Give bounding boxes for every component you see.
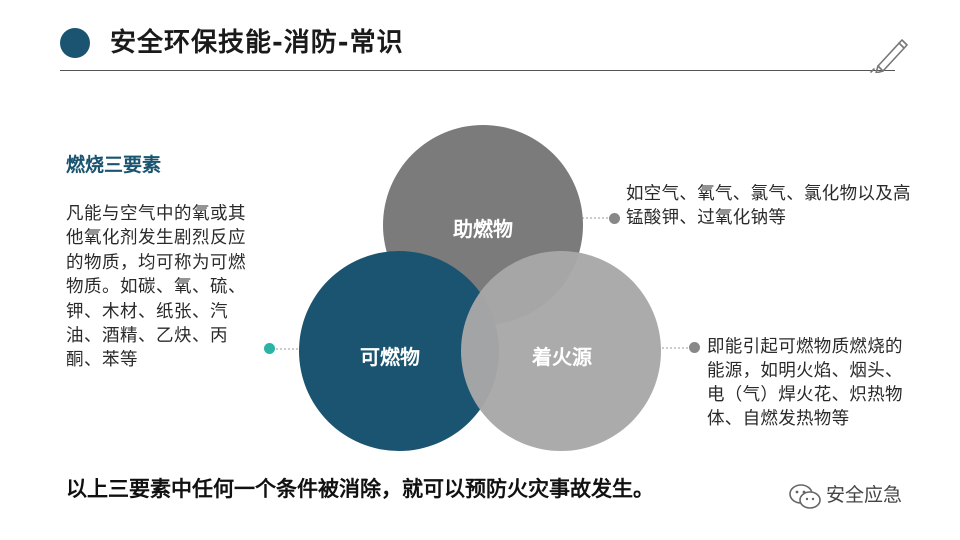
connector-dot-bottom-right [689, 342, 700, 353]
page-title: 安全环保技能-消防-常识 [110, 28, 404, 58]
circle-ignition: 着火源 [461, 251, 661, 451]
connector-bottom-right [658, 347, 692, 349]
circle-combustible-label: 可燃物 [360, 344, 420, 369]
section-heading: 燃烧三要素 [66, 154, 162, 176]
title-divider [60, 70, 895, 71]
pen-icon [870, 39, 908, 73]
connector-dot-top-right [609, 213, 620, 224]
watermark-text: 安全应急 [826, 484, 903, 506]
connector-dot-left [264, 343, 275, 354]
conclusion-text: 以上三要素中任何一个条件被消除，就可以预防火灾事故发生。 [66, 477, 654, 501]
circle-ignition-label: 着火源 [532, 344, 592, 369]
combustible-description: 凡能与空气中的氧或其他氧化剂发生剧烈反应的物质，均可称为可燃物质。如碳、氧、硫、… [66, 204, 246, 371]
title-bullet-dot [60, 28, 90, 58]
oxidizer-description: 如空气、氧气、氯气、氯化物以及高锰酸钾、过氧化钠等 [626, 184, 911, 228]
circle-oxidizer-label: 助燃物 [453, 216, 513, 241]
wechat-icon [789, 484, 821, 509]
ignition-description: 即能引起可燃物质燃烧的能源，如明火焰、烟头、电（气）焊火花、炽热物体、自燃发热物… [707, 337, 903, 429]
connector-top-right [578, 217, 612, 219]
